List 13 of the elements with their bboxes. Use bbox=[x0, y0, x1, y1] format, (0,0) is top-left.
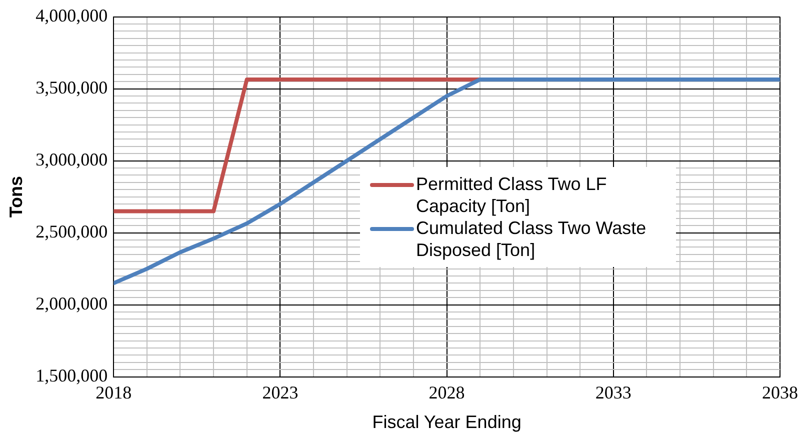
y-tick-label: 2,500,000 bbox=[36, 222, 108, 242]
x-axis-title: Fiscal Year Ending bbox=[372, 412, 522, 432]
x-tick-label: 2033 bbox=[595, 382, 632, 402]
legend-label: Cumulated Class Two Waste Disposed [Ton] bbox=[416, 216, 648, 261]
y-tick-label: 3,000,000 bbox=[36, 150, 108, 170]
x-tick-label: 2023 bbox=[262, 382, 298, 402]
x-tick-label: 2028 bbox=[428, 382, 465, 402]
y-tick-label: 4,000,000 bbox=[36, 6, 108, 26]
legend-label: Permitted Class Two LF Capacity [Ton] bbox=[416, 172, 608, 217]
y-tick-label: 2,000,000 bbox=[36, 294, 108, 314]
x-tick-label: 2038 bbox=[762, 382, 798, 402]
y-tick-label: 3,500,000 bbox=[36, 78, 108, 98]
y-axis-title: Tons bbox=[6, 176, 26, 218]
